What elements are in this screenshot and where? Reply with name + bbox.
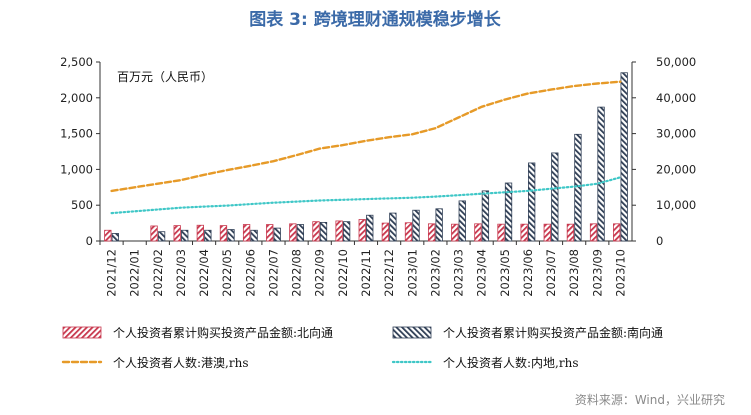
bar-northbound	[242, 224, 251, 242]
bar-southbound	[250, 229, 258, 242]
bar-southbound	[435, 208, 443, 242]
bar-southbound	[389, 212, 397, 242]
legend-label: 个人投资者人数:内地,rhs	[443, 355, 578, 370]
y-right-tick-label: 40,000	[656, 91, 696, 105]
x-tick-label: 2023/06	[521, 249, 535, 297]
bar-southbound	[181, 229, 189, 242]
legend-label: 个人投资者累计购买投资产品金额:南向通	[443, 325, 663, 340]
x-tick-label: 2022/07	[266, 249, 280, 297]
x-tick-label: 2023/04	[475, 249, 489, 297]
y-right-tick-label: 10,000	[656, 198, 696, 212]
x-tick-label: 2023/05	[498, 249, 512, 297]
bar-northbound	[543, 223, 551, 242]
bar-southbound	[366, 214, 374, 242]
bar-southbound	[504, 182, 513, 242]
bar-northbound	[335, 220, 343, 242]
bar-northbound	[289, 223, 297, 242]
y-right-tick-label: 50,000	[656, 55, 696, 69]
lines	[110, 80, 622, 215]
x-tick-label: 2023/09	[590, 249, 604, 297]
bar-southbound	[342, 221, 351, 242]
legend-label: 个人投资者人数:港澳,rhs	[113, 355, 248, 370]
y-right-tick-label: 30,000	[656, 127, 696, 141]
legend: 个人投资者累计购买投资产品金额:北向通 个人投资者累计购买投资产品金额:南向通个人…	[61, 325, 663, 370]
legend-swatch	[392, 326, 432, 339]
bar-northbound	[173, 225, 181, 242]
bar-northbound	[266, 224, 274, 242]
x-tick-label: 2022/09	[313, 249, 327, 297]
legend-label: 个人投资者累计购买投资产品金额:北向通	[113, 325, 333, 340]
x-tick-label: 2022/11	[359, 249, 373, 297]
bar-northbound	[451, 223, 459, 242]
y-right-tick-label: 20,000	[656, 162, 696, 176]
bar-southbound	[574, 133, 582, 242]
x-tick-label: 2022/06	[243, 249, 257, 297]
bar-northbound	[589, 223, 598, 242]
bar-northbound	[104, 229, 112, 242]
x-tick-labels: 2021/12 2022/01 2022/02 2022/03 2022/04 2022/…	[99, 241, 627, 297]
y-left-tick-label: 2,000	[60, 91, 93, 105]
line-mainland-investors	[110, 176, 622, 215]
bar-northbound	[150, 225, 158, 242]
bar-northbound	[196, 224, 204, 242]
x-tick-label: 2022/10	[336, 249, 350, 297]
x-tick-label: 2023/08	[567, 249, 581, 297]
unit-label: 百万元（人民币）	[117, 70, 213, 84]
x-tick-label: 2022/04	[197, 249, 211, 297]
bar-northbound	[613, 223, 621, 242]
bar-southbound	[620, 72, 628, 242]
bar-southbound	[412, 209, 420, 242]
bar-northbound	[427, 223, 436, 242]
bar-southbound	[204, 229, 212, 242]
bar-southbound	[319, 221, 328, 242]
bar-northbound	[381, 222, 390, 242]
y-left-tick-label: 0	[86, 234, 93, 248]
bar-northbound	[474, 223, 482, 242]
bar-northbound	[358, 219, 366, 242]
y-left-tick-label: 1,500	[60, 127, 93, 141]
bar-northbound	[219, 225, 228, 242]
x-tick-label: 2022/08	[290, 249, 304, 297]
bar-northbound	[520, 223, 528, 242]
x-tick-label: 2023/07	[544, 249, 558, 297]
y-left-tick-label: 1,000	[60, 162, 93, 176]
x-tick-label: 2023/10	[613, 249, 627, 297]
x-tick-label: 2022/12	[382, 249, 396, 297]
bar-northbound	[312, 221, 320, 242]
chart-title: 图表 3: 跨境理财通规模稳步增长	[249, 9, 501, 30]
bar-southbound	[528, 162, 536, 242]
bar-northbound	[566, 223, 575, 242]
bar-northbound	[404, 222, 413, 242]
x-tick-label: 2023/02	[428, 249, 442, 297]
x-tick-label: 2021/12	[105, 249, 119, 297]
legend-swatch	[62, 326, 102, 339]
source-note: 资料来源：Wind，兴业研究	[575, 392, 725, 407]
axes: 0 500 1,000 1,500 2,000 2,500 0 10,000 20,000 30,…	[60, 55, 696, 248]
line-hk-macau-investors	[110, 80, 622, 193]
bar-southbound	[111, 233, 119, 242]
bars	[104, 72, 628, 242]
bar-southbound	[227, 229, 235, 242]
x-tick-label: 2023/03	[452, 249, 466, 297]
x-tick-label: 2022/01	[128, 249, 142, 297]
bar-southbound	[296, 224, 305, 242]
bar-southbound	[157, 231, 166, 242]
x-tick-label: 2022/05	[220, 249, 234, 297]
bar-southbound	[597, 106, 605, 242]
y-left-tick-label: 2,500	[60, 55, 93, 69]
x-tick-label: 2022/02	[151, 249, 165, 297]
x-tick-label: 2023/01	[405, 249, 419, 297]
y-left-tick-label: 500	[71, 198, 93, 212]
bar-northbound	[497, 223, 505, 242]
bar-southbound	[481, 190, 490, 242]
bar-southbound	[273, 227, 281, 242]
x-tick-label: 2022/03	[174, 249, 188, 297]
y-right-tick-label: 0	[656, 234, 663, 248]
bar-southbound	[551, 152, 559, 242]
bar-southbound	[458, 200, 466, 242]
